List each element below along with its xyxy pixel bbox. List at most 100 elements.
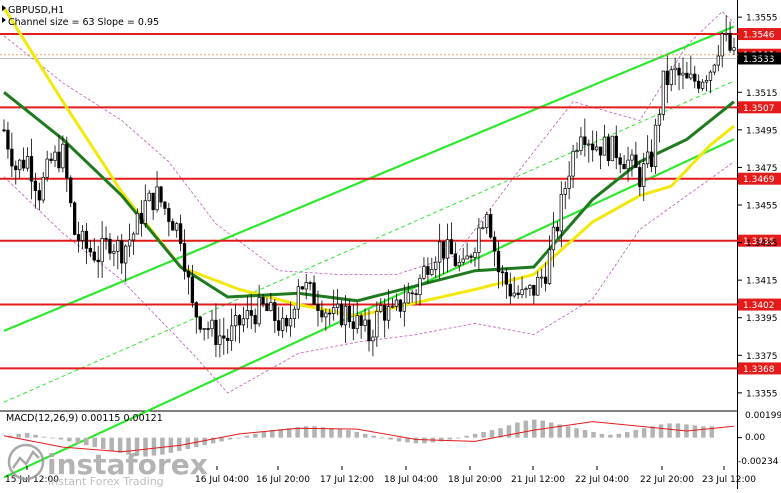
price-axis: 1.3555 1.3535 1.3515 1.3495 1.3475 1.3455 1.34… xyxy=(738,14,778,399)
candle-body xyxy=(693,73,697,82)
candle-body xyxy=(473,251,477,258)
macd-bar xyxy=(692,425,698,438)
candle-body xyxy=(481,227,485,230)
candle-body xyxy=(61,143,65,169)
macd-bar xyxy=(210,437,216,444)
candle-body xyxy=(281,317,285,331)
candle-body xyxy=(359,315,363,326)
candle-body xyxy=(339,303,344,326)
candle-body xyxy=(492,236,497,252)
candle-body xyxy=(233,315,238,327)
candle-body xyxy=(477,227,481,253)
time-label: 21 Jul 12:00 xyxy=(511,475,565,485)
macd-bar xyxy=(481,431,486,438)
macd-bar xyxy=(270,430,275,438)
candle-body xyxy=(288,318,293,327)
candle-body xyxy=(163,201,167,209)
macd-bar xyxy=(346,430,351,438)
candle-body xyxy=(437,241,442,263)
candle-body xyxy=(194,302,198,318)
level-label: 1.3469 xyxy=(743,175,775,185)
candle-body xyxy=(241,318,246,326)
candle-body xyxy=(512,292,516,297)
candle-body xyxy=(316,303,320,311)
time-label: 16 Jul 04:00 xyxy=(195,475,249,485)
price-levels: 1.3546 1.3507 1.3469 1.3436 1.3402 1.3368 1.35… xyxy=(0,28,781,375)
candle-body xyxy=(720,33,724,57)
candle-body xyxy=(394,299,399,307)
time-axis: 15 Jul 12:00 16 Jul 04:00 16 Jul 20:00 17 J… xyxy=(5,466,756,485)
candle-body xyxy=(14,165,18,171)
candle-body xyxy=(6,129,10,150)
macd-bar xyxy=(489,430,495,438)
candle-body xyxy=(249,310,253,316)
price-tick-label: 1.3515 xyxy=(746,89,778,99)
candle-body xyxy=(618,157,622,165)
instaforex-logo: instaforex Instant Forex Trading xyxy=(7,443,208,488)
candle-body xyxy=(324,312,328,318)
candle-body xyxy=(49,158,53,161)
candle-body xyxy=(198,316,202,330)
candle-body xyxy=(147,192,151,202)
bollinger-lower xyxy=(3,161,735,394)
macd-bar xyxy=(641,428,647,438)
macd-bar xyxy=(253,433,258,438)
candle-body xyxy=(312,282,316,305)
candle-body xyxy=(139,213,144,224)
current-price-label: 1.3533 xyxy=(743,55,775,65)
candle-body xyxy=(646,151,650,165)
candle-body xyxy=(528,284,532,289)
candle-body xyxy=(410,292,414,295)
candle-body xyxy=(222,335,226,339)
candle-body xyxy=(453,253,457,267)
candle-body xyxy=(343,305,348,326)
candle-body xyxy=(716,55,720,66)
macd-bar xyxy=(109,437,114,451)
time-label: 23 Jul 12:00 xyxy=(702,475,756,485)
candle-body xyxy=(92,251,96,261)
candle-body xyxy=(489,214,493,238)
candle-body xyxy=(351,321,355,329)
candle-body xyxy=(245,310,249,320)
macd-bar xyxy=(363,433,368,438)
candle-body xyxy=(700,81,705,89)
macd-bar xyxy=(278,429,283,438)
candle-body xyxy=(261,296,265,305)
macd-bar xyxy=(75,437,81,444)
candle-body xyxy=(587,143,591,146)
macd-bar xyxy=(329,428,334,438)
candle-body xyxy=(430,269,434,275)
candle-body xyxy=(182,243,187,272)
candle-body xyxy=(728,32,732,51)
candle-body xyxy=(504,272,509,285)
candle-body xyxy=(657,114,662,126)
candle-body xyxy=(610,135,614,162)
candle-body xyxy=(33,180,38,191)
candle-body xyxy=(18,159,22,171)
macd-bar xyxy=(379,437,385,439)
level-label: 1.3402 xyxy=(743,301,775,311)
candle-body xyxy=(732,47,736,51)
candle-body xyxy=(332,307,336,314)
candle-body xyxy=(461,258,465,263)
macd-bar xyxy=(371,435,376,438)
level-label-bg xyxy=(738,298,781,311)
price-tick-label: 1.3375 xyxy=(746,352,778,362)
candle-body xyxy=(328,312,332,315)
macd-bar xyxy=(667,423,672,438)
macd-scale-bottom: -0.00234 xyxy=(738,457,779,467)
candle-body xyxy=(449,239,454,255)
candle-body xyxy=(296,286,301,310)
price-tick-label: 1.3435 xyxy=(746,239,778,249)
current-price-bg xyxy=(738,52,781,65)
macd-bar xyxy=(177,437,182,451)
candle-body xyxy=(508,283,512,297)
macd-bar xyxy=(701,426,706,438)
macd-bar xyxy=(582,430,588,438)
macd-bar xyxy=(126,437,131,455)
candle-body xyxy=(634,154,638,168)
candle-body xyxy=(76,234,81,241)
macd-bar xyxy=(650,426,655,438)
